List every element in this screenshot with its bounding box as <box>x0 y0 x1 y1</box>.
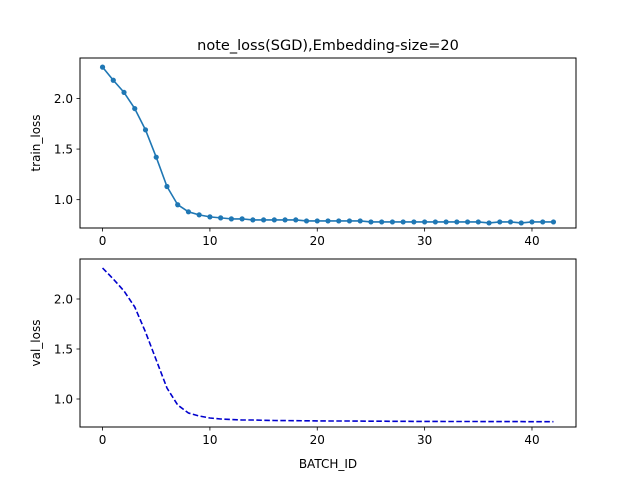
train-loss-data-point <box>303 218 310 224</box>
train-loss-data-point <box>282 217 288 223</box>
train-loss-plot-area <box>99 64 557 226</box>
train-loss-data-point <box>400 219 406 225</box>
val-loss-x-tick-label: 40 <box>524 433 539 447</box>
val-loss-y-axis-label: val_loss <box>29 320 43 367</box>
train-loss-data-point <box>379 219 385 225</box>
train-loss-data-point <box>336 218 342 224</box>
train-loss-data-point <box>432 219 438 225</box>
train-loss-data-point <box>550 219 557 225</box>
train-loss-y-tick-label: 1.0 <box>54 193 73 207</box>
train-loss-data-point <box>475 219 481 225</box>
train-loss-data-point <box>314 218 320 224</box>
train-loss-y-axis-label: train_loss <box>29 114 43 171</box>
train-loss-x-tick-label: 0 <box>99 234 107 248</box>
train-loss-data-point <box>110 77 116 83</box>
train-loss-data-point <box>368 219 374 225</box>
train-loss-data-point <box>271 217 277 223</box>
val-loss-x-tick-label: 10 <box>202 433 217 447</box>
train-loss-y-tick-label: 1.5 <box>54 143 73 157</box>
train-loss-axes-frame <box>79 57 577 229</box>
val-loss-x-axis-label: BATCH_ID <box>299 457 357 471</box>
train-loss-data-point <box>99 64 106 70</box>
train-loss-data-point <box>518 220 524 226</box>
train-loss-data-point <box>346 218 353 224</box>
train-loss-data-point <box>218 215 224 221</box>
val-loss-y-tick-label: 1.5 <box>54 343 73 357</box>
train-loss-data-point <box>239 216 245 222</box>
train-loss-data-point <box>529 219 535 225</box>
train-loss-data-point <box>325 218 331 224</box>
train-loss-data-point <box>228 216 234 222</box>
train-loss-data-point <box>411 219 417 225</box>
train-loss-data-point <box>142 127 149 133</box>
train-loss-x-tick-label: 30 <box>417 234 432 248</box>
val-loss-y-ticks: 1.0 1.5 2.0 <box>54 293 80 407</box>
train-loss-data-point <box>443 219 449 225</box>
train-loss-x-tick-label: 20 <box>310 234 325 248</box>
train-loss-data-point <box>422 219 428 225</box>
train-loss-data-point <box>207 214 213 220</box>
val-loss-x-tick-label: 0 <box>99 433 107 447</box>
train-loss-data-point <box>250 217 256 223</box>
val-loss-x-tick-label: 30 <box>417 433 432 447</box>
val-loss-y-tick-label: 1.0 <box>54 393 73 407</box>
train-loss-data-point <box>464 219 471 225</box>
train-loss-data-point <box>164 183 170 190</box>
val-loss-x-ticks: 0 10 20 30 40 <box>99 427 540 447</box>
train-loss-y-ticks: 1.0 1.5 2.0 <box>54 92 80 207</box>
train-loss-data-point <box>185 209 192 215</box>
val-loss-subplot: 0 10 20 30 40 1.0 1.5 2.0 val_loss BATCH_ID <box>29 258 577 471</box>
train-loss-x-tick-label: 40 <box>524 234 539 248</box>
train-loss-data-point <box>260 217 267 223</box>
train-loss-data-point <box>196 212 202 218</box>
train-loss-subplot: 0 10 20 30 40 1.0 1.5 2.0 train_loss <box>29 57 577 248</box>
val-loss-axes-frame <box>79 258 577 428</box>
train-loss-data-point <box>389 219 396 225</box>
chart-title: note_loss(SGD),Embedding-size=20 <box>197 38 459 54</box>
train-loss-y-tick-label: 2.0 <box>54 92 73 106</box>
train-loss-data-point <box>486 220 492 226</box>
val-loss-x-tick-label: 20 <box>310 433 325 447</box>
train-loss-data-point <box>175 202 181 208</box>
train-loss-data-point <box>153 154 159 160</box>
train-loss-data-point <box>507 219 514 225</box>
train-loss-x-ticks: 0 10 20 30 40 <box>99 228 540 248</box>
train-loss-data-point <box>497 219 503 225</box>
train-loss-x-tick-label: 10 <box>202 234 217 248</box>
train-loss-data-point <box>540 219 546 225</box>
train-loss-data-point <box>132 105 138 112</box>
train-loss-data-point <box>454 219 460 225</box>
train-loss-data-point <box>357 218 363 224</box>
train-loss-data-point <box>293 217 299 223</box>
val-loss-y-tick-label: 2.0 <box>54 293 73 307</box>
train-loss-data-point <box>121 89 127 96</box>
